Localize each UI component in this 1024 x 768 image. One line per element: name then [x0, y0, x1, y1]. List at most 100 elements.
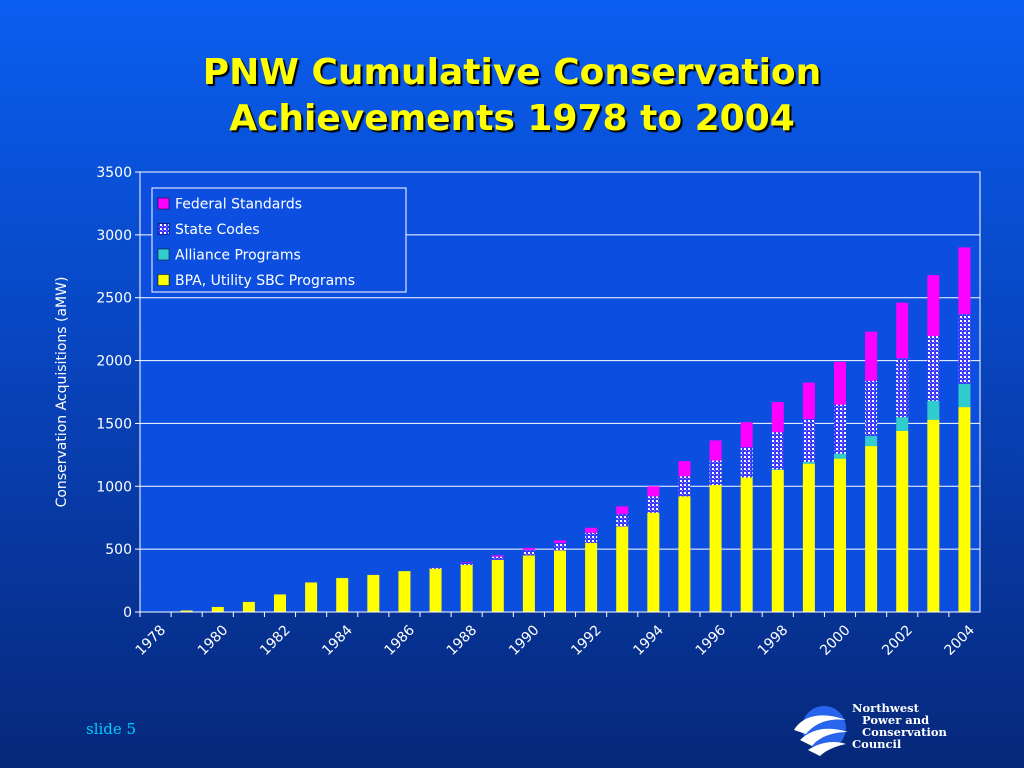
bar-segment	[522, 549, 535, 556]
x-tick-label: 1994	[630, 622, 667, 659]
y-tick-label: 3500	[96, 165, 132, 181]
bar-segment	[460, 564, 473, 612]
bar-segment	[834, 361, 846, 405]
bar-segment	[211, 606, 224, 612]
logo-line-2: Power and	[862, 713, 930, 727]
bar-segment	[647, 496, 660, 513]
bars	[180, 247, 971, 612]
x-tick-label: 1984	[319, 622, 356, 659]
bar-segment	[927, 419, 940, 612]
title-line-2: Achievements 1978 to 2004	[229, 98, 795, 139]
bar-segment	[678, 461, 691, 477]
title-line-1: PNW Cumulative Conservation	[202, 52, 822, 93]
bar-segment	[678, 476, 691, 497]
bar-segment	[616, 526, 629, 612]
bar-segment	[834, 458, 846, 612]
bar-segment	[958, 407, 971, 612]
y-tick-label: 3000	[96, 228, 132, 244]
logo-line-3: Conservation	[862, 725, 947, 739]
bar-segment	[305, 582, 318, 612]
legend-swatch	[157, 248, 170, 261]
y-tick-label: 1000	[96, 479, 132, 495]
bar-segment	[896, 430, 909, 612]
bar-segment	[522, 547, 535, 550]
bar-segment	[274, 594, 286, 612]
bar-segment	[429, 567, 442, 569]
bar-segment	[927, 275, 940, 337]
x-tick-label: 1980	[195, 622, 232, 659]
bar-segment	[865, 380, 878, 436]
bar-segment	[958, 383, 971, 408]
bar-segment	[927, 400, 940, 420]
legend-swatch	[157, 223, 170, 235]
logo-line-4: Council	[852, 737, 902, 751]
legend-label: Alliance Programs	[175, 248, 301, 264]
bar-segment	[367, 574, 380, 612]
council-logo-icon	[794, 706, 848, 756]
bar-segment	[491, 556, 504, 560]
bar-segment	[460, 562, 473, 565]
legend-swatch	[157, 197, 170, 210]
x-tick-label: 1988	[444, 622, 481, 659]
bar-segment	[865, 331, 878, 381]
bar-segment	[834, 453, 846, 459]
y-tick-label: 2500	[96, 291, 132, 307]
bar-segment	[740, 447, 753, 478]
bar-segment	[709, 460, 722, 486]
y-tick-label: 0	[123, 605, 132, 621]
bar-segment	[802, 463, 815, 612]
bar-segment	[585, 532, 598, 543]
y-axis-label: Conservation Acquisitions (aMW)	[54, 277, 70, 508]
bar-segment	[180, 610, 193, 612]
bar-segment	[554, 540, 566, 543]
x-tick-label: 1982	[257, 622, 294, 659]
bar-segment	[585, 542, 598, 612]
bar-segment	[460, 562, 473, 563]
bar-segment	[740, 422, 753, 448]
bar-segment	[771, 469, 784, 612]
bar-segment	[927, 336, 940, 401]
logo-line-1: Northwest	[852, 701, 919, 715]
council-name: Northwest Power and Conservation Council	[852, 702, 947, 750]
legend: Federal Standards State Codes Alliance Pro…	[151, 187, 407, 293]
bar-segment	[647, 486, 660, 497]
bar-segment	[491, 555, 504, 557]
x-tick-label: 1978	[133, 622, 170, 659]
bar-segment	[865, 446, 878, 612]
bar-segment	[865, 436, 878, 447]
bar-segment	[616, 513, 629, 527]
bar-segment	[896, 358, 909, 418]
bar-segment	[616, 506, 629, 514]
bar-segment	[771, 402, 784, 433]
slide-number: slide 5	[86, 720, 137, 738]
bar-segment	[491, 559, 504, 612]
x-tick-label: 1990	[506, 622, 543, 659]
bar-segment	[802, 461, 815, 464]
bar-segment	[336, 578, 349, 612]
x-tick-label: 1998	[755, 622, 792, 659]
x-tick-label: 2004	[942, 622, 979, 659]
y-tick-label: 1500	[96, 416, 132, 432]
y-tick-label: 500	[105, 542, 132, 558]
bar-segment	[740, 477, 753, 612]
x-tick-label: 2002	[879, 622, 916, 659]
bar-segment	[554, 542, 566, 551]
legend-swatch	[157, 274, 170, 286]
bar-segment	[958, 247, 971, 315]
legend-label: Federal Standards	[175, 197, 302, 213]
bar-segment	[429, 568, 442, 612]
bar-segment	[647, 512, 660, 612]
legend-box	[151, 187, 407, 293]
bar-segment	[771, 469, 784, 470]
bar-segment	[896, 417, 909, 431]
legend-label: State Codes	[175, 222, 260, 238]
x-tick-label: 2000	[817, 622, 854, 659]
y-tick-label: 2000	[96, 354, 132, 370]
x-tick-label: 1996	[693, 622, 730, 659]
bar-segment	[709, 485, 722, 612]
bar-segment	[958, 314, 971, 384]
bar-segment	[709, 440, 722, 461]
bar-segment	[242, 601, 255, 612]
bar-segment	[678, 496, 691, 612]
